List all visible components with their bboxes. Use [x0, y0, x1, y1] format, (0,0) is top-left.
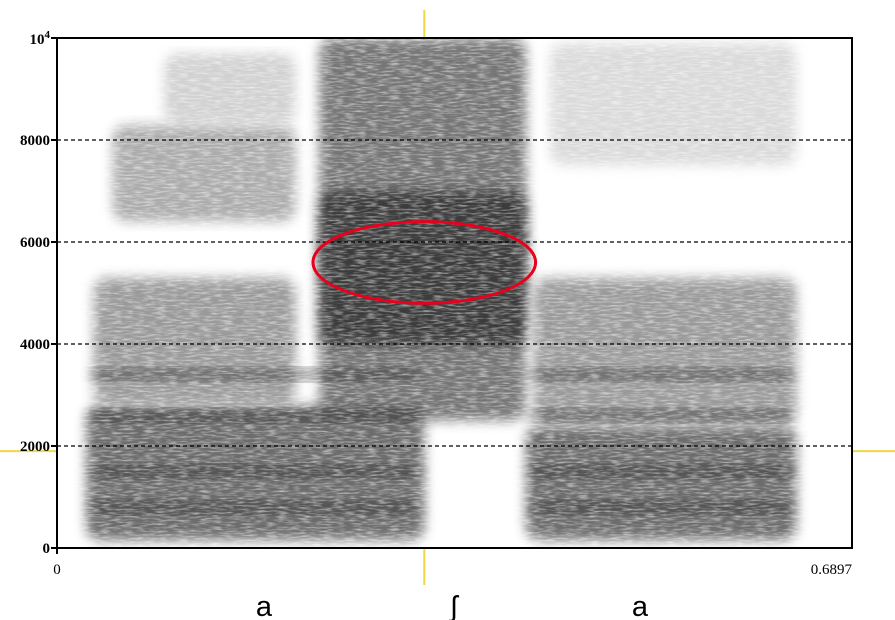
speckle-texture — [57, 38, 852, 548]
guide-marks — [0, 10, 895, 585]
segment-label-0: a — [256, 591, 273, 620]
y-tick-label-8000: 8000 — [20, 133, 50, 149]
y-tick-label-4000: 4000 — [20, 337, 50, 353]
segment-label-1: ʃ — [449, 591, 460, 620]
y-axis-ticks: 0 2000 4000 6000 8000 — [20, 37, 58, 557]
y-top-label: 104 — [30, 29, 51, 48]
highlight-ellipse — [311, 220, 538, 305]
x-tick-label-end: 0.6897 — [811, 562, 853, 578]
y-tick-label-0: 0 — [43, 541, 51, 557]
segment-label-2: a — [632, 591, 649, 620]
y-tick-label-6000: 6000 — [20, 235, 50, 251]
plot-frame — [56, 37, 853, 549]
y-tick-label-2000: 2000 — [20, 439, 50, 455]
x-tick-label-start: 0 — [53, 562, 61, 578]
